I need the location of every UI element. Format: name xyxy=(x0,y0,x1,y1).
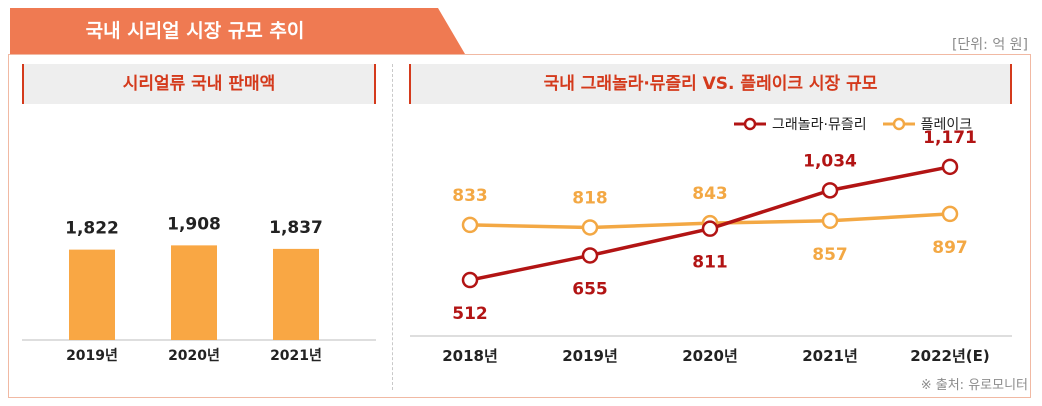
unit-label: [단위: 억 원] xyxy=(951,37,1028,53)
page-title: 국내 시리얼 시장 규모 추이 xyxy=(85,20,305,42)
series1-label-1: 655 xyxy=(572,279,608,299)
line-chart-title: 국내 그래놀라·뮤즐리 VS. 플레이크 시장 규모 xyxy=(409,64,1012,104)
series2-label-4: 897 xyxy=(932,238,968,258)
bar-2 xyxy=(273,248,319,340)
series1-label-3: 1,034 xyxy=(803,151,857,171)
line-chart-legend: 그래놀라·뮤즐리 플레이크 xyxy=(732,113,986,135)
line-x-tick-0: 2018년 xyxy=(442,347,498,365)
legend-label-series2: 플레이크 xyxy=(920,117,973,133)
series2-label-3: 857 xyxy=(812,245,848,265)
title-banner xyxy=(10,8,465,54)
line-x-tick-3: 2021년 xyxy=(802,347,858,365)
bar-x-tick-2: 2021년 xyxy=(270,348,322,364)
bar-1 xyxy=(171,245,217,340)
series2-label-1: 818 xyxy=(572,188,608,208)
series1-point-0 xyxy=(461,271,479,289)
series1-label-2: 811 xyxy=(692,253,728,273)
legend-marker-series2 xyxy=(882,117,915,131)
legend-item-series1: 그래놀라·뮤즐리 xyxy=(732,114,867,134)
series2-point-3 xyxy=(821,212,839,230)
series1-point-2 xyxy=(701,220,719,237)
bar-chart-title: 시리얼류 국내 판매액 xyxy=(22,64,376,104)
series1-point-4 xyxy=(941,158,959,176)
bar-x-tick-0: 2019년 xyxy=(66,348,118,364)
line-x-tick-2: 2020년 xyxy=(682,347,738,365)
bar-value-label-2: 1,837 xyxy=(269,218,323,238)
series2-point-4 xyxy=(941,205,959,223)
bar-value-label-1: 1,908 xyxy=(167,214,221,234)
line-x-tick-1: 2019년 xyxy=(562,347,618,365)
series1-label-4: 1,171 xyxy=(923,128,977,148)
series1-point-3 xyxy=(821,182,839,199)
chart-frame xyxy=(8,54,1031,398)
bar-x-tick-1: 2020년 xyxy=(168,348,220,364)
line-x-tick-4: 2022년(E) xyxy=(910,347,990,365)
source-note: ※ 출처: 유로모니터 xyxy=(920,378,1028,393)
series2-label-0: 833 xyxy=(452,186,488,206)
panel-divider xyxy=(392,64,393,390)
legend-marker-series1 xyxy=(734,117,766,131)
series2-point-1 xyxy=(581,219,599,236)
series1-label-0: 512 xyxy=(452,304,488,324)
legend-label-series1: 그래놀라·뮤즐리 xyxy=(772,117,867,133)
series2-label-2: 843 xyxy=(692,184,728,204)
legend-item-series2: 플레이크 xyxy=(881,114,973,134)
bar-0 xyxy=(69,249,115,340)
bar-value-label-0: 1,822 xyxy=(65,219,119,239)
series1-point-1 xyxy=(581,247,599,264)
series2-point-0 xyxy=(461,216,479,234)
